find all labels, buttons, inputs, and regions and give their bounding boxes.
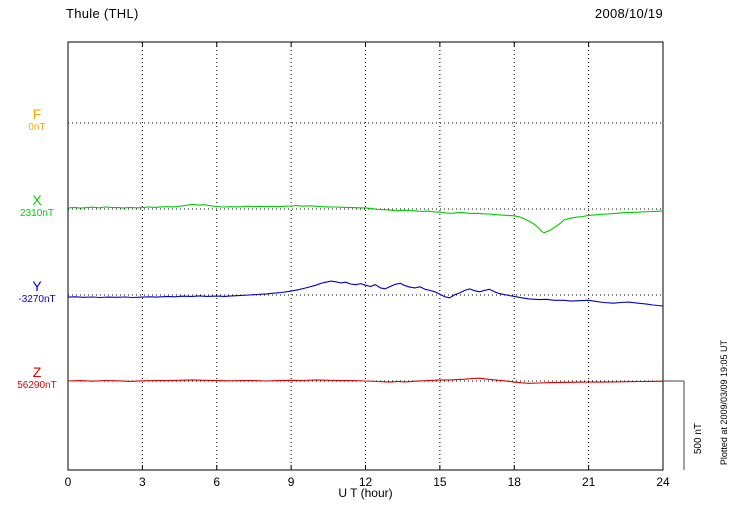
x-tick-label: 9	[288, 475, 295, 489]
x-tick-label: 6	[213, 475, 220, 489]
x-tick-label: 21	[582, 475, 596, 489]
station-title: Thule (THL)	[66, 6, 139, 21]
series-label-X: X 2310nT	[8, 193, 66, 219]
x-tick-label: 12	[359, 475, 373, 489]
series-letter: Z	[32, 364, 42, 380]
series-letter: F	[32, 106, 42, 122]
series-letter: X	[32, 192, 42, 208]
trace-Y	[67, 280, 664, 307]
x-tick-label: 24	[656, 475, 670, 489]
trace-X	[67, 203, 664, 234]
series-label-Y: Y -3270nT	[8, 279, 66, 305]
scale-bar-label: 500 nT	[693, 422, 704, 454]
x-tick-label: 18	[508, 475, 522, 489]
series-baseline-value: 2310nT	[20, 207, 54, 219]
trace-Z	[67, 377, 664, 384]
series-baseline-value: 0nT	[28, 121, 46, 133]
series-baseline-value: 56290nT	[17, 379, 57, 391]
series-letter: Y	[32, 278, 42, 294]
x-tick-label: 3	[139, 475, 146, 489]
series-label-Z: Z 56290nT	[8, 365, 66, 391]
plotted-at-note: Plotted at 2009/03/09 19:05 UT	[719, 339, 729, 465]
series-baseline-value: -3270nT	[18, 293, 56, 305]
series-label-F: F 0nT	[8, 107, 66, 133]
x-tick-label: 15	[433, 475, 447, 489]
plot-border	[67, 41, 664, 471]
x-tick-label: 0	[65, 475, 72, 489]
x-axis-label: U T (hour)	[338, 486, 393, 500]
plot-date: 2008/10/19	[594, 6, 663, 21]
